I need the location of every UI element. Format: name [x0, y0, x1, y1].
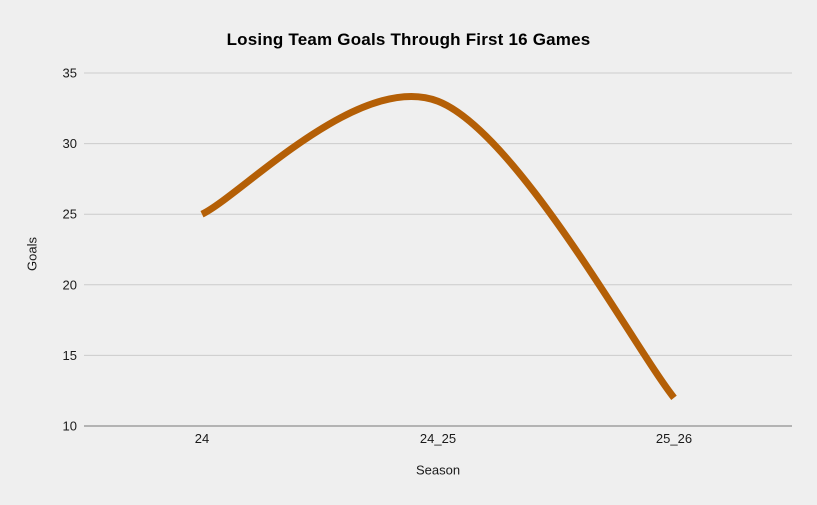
- y-tick-label: 30: [63, 136, 77, 151]
- x-axis-title: Season: [415, 462, 461, 478]
- chart-title: Losing Team Goals Through First 16 Games: [226, 30, 591, 49]
- y-tick-label: 10: [63, 419, 77, 434]
- x-tick-label: 24_25: [420, 431, 456, 446]
- y-tick-label: 25: [63, 207, 77, 222]
- y-tick-label: 15: [63, 348, 77, 363]
- y-axis-title: Goals: [24, 237, 40, 271]
- y-tick-label: 35: [63, 66, 77, 81]
- y-tick-label: 20: [63, 277, 77, 292]
- series-line-goals: [200, 92, 677, 400]
- x-tick-label: 24: [195, 431, 209, 446]
- x-tick-label: 25_26: [656, 431, 692, 446]
